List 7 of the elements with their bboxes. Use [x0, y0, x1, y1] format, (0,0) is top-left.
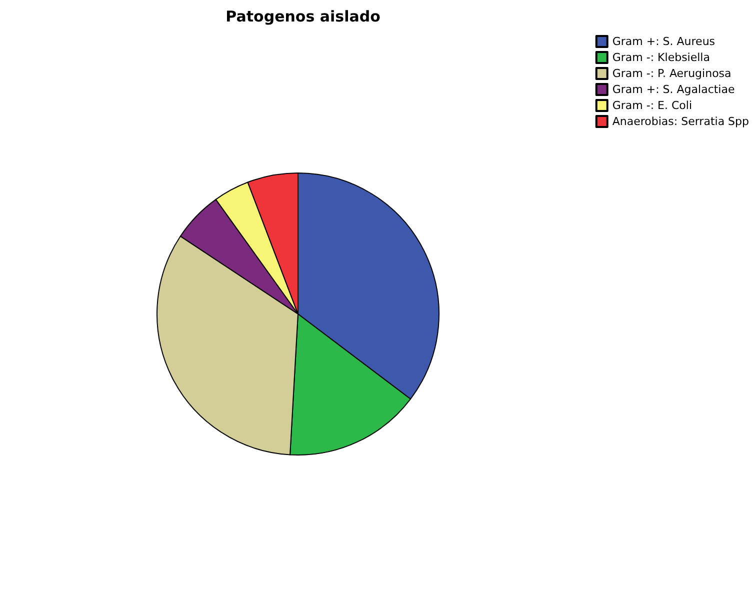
legend-label: Gram -: Klebsiella: [612, 51, 710, 64]
legend-label: Gram -: E. Coli: [612, 99, 692, 112]
chart-title: Patogenos aislado: [226, 8, 380, 26]
legend-label: Gram -: P. Aeruginosa: [612, 67, 732, 80]
legend-label: Gram +: S. Agalactiae: [612, 83, 735, 96]
legend-label: Gram +: S. Aureus: [612, 35, 716, 48]
legend-label: Anaerobias: Serratia Spp: [612, 115, 750, 128]
